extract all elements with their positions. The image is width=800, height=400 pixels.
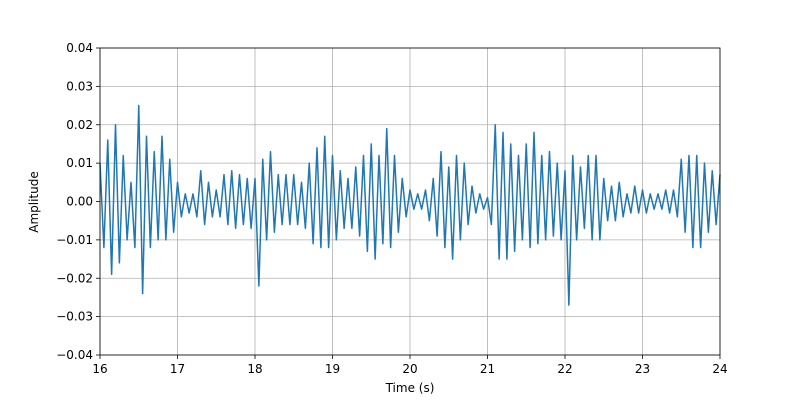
y-tick-label: −0.01 (56, 233, 93, 247)
x-tick-label: 17 (170, 362, 185, 376)
x-tick-label: 16 (92, 362, 107, 376)
y-tick-label: 0.04 (66, 41, 93, 55)
y-tick-label: 0.02 (66, 118, 93, 132)
x-tick-label: 21 (480, 362, 495, 376)
plot-frame (99, 47, 721, 356)
waveform (99, 104, 721, 306)
x-tick-label: 24 (712, 362, 727, 376)
x-tick-label: 22 (557, 362, 572, 376)
x-tick-label: 20 (402, 362, 417, 376)
y-tick-label: 0.00 (66, 195, 93, 209)
y-tick-label: 0.03 (66, 79, 93, 93)
x-tick-label: 19 (325, 362, 340, 376)
y-tick-label: −0.02 (56, 271, 93, 285)
y-tick-label: 0.01 (66, 156, 93, 170)
y-tick-label: −0.03 (56, 310, 93, 324)
y-axis-label: Amplitude (27, 171, 41, 233)
y-tick-label: −0.04 (56, 348, 93, 362)
x-tick-label: 18 (247, 362, 262, 376)
x-tick-label: 23 (635, 362, 650, 376)
x-axis-label: Time (s) (385, 381, 435, 395)
